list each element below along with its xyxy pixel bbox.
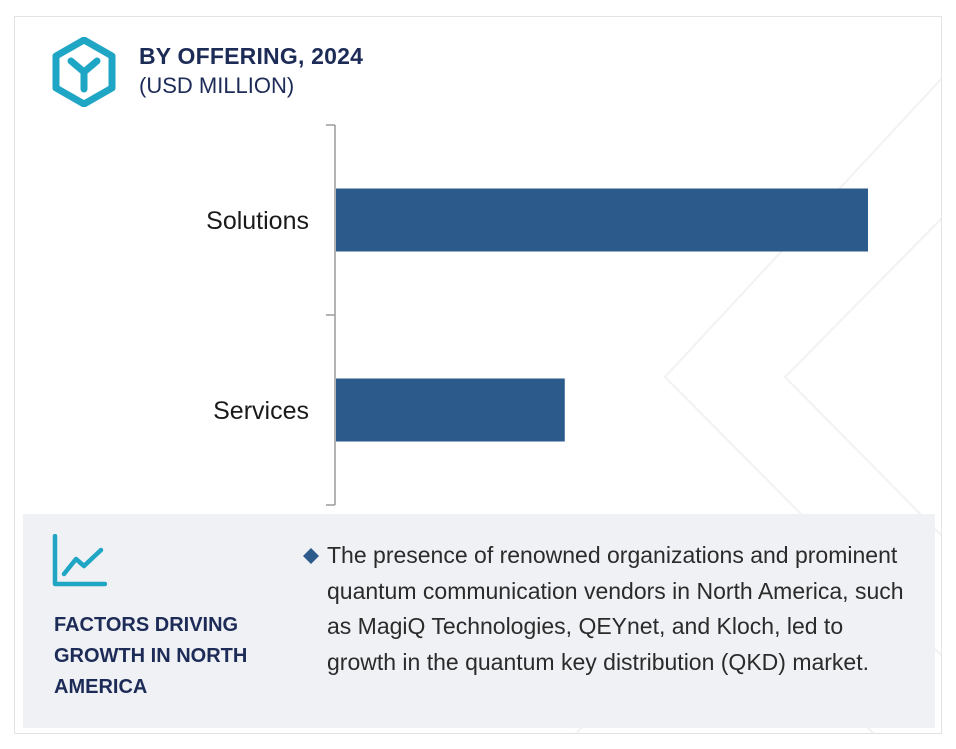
- chart-category-labels: Solutions Services: [206, 207, 309, 425]
- chart-axis: [326, 124, 336, 506]
- chart-title: BY OFFERING, 2024: [139, 43, 364, 69]
- hexagon-y-logo-icon: [52, 37, 116, 107]
- chart-bars: [336, 188, 868, 442]
- diamond-bullet-icon: [303, 548, 319, 564]
- offering-card: BY OFFERING, 2024 (USD MILLION) Solution…: [14, 16, 942, 734]
- category-label-services: Services: [213, 397, 309, 425]
- line-chart-icon: [52, 534, 107, 587]
- factors-panel: FACTORS DRIVING GROWTH IN NORTH AMERICA …: [23, 514, 935, 728]
- category-label-solutions: Solutions: [206, 207, 309, 235]
- factors-description: The presence of renowned organizations a…: [327, 542, 904, 675]
- bar-services: [336, 378, 565, 442]
- bar-chart: Solutions Services: [206, 124, 868, 506]
- bar-solutions: [336, 188, 868, 252]
- chart-subtitle: (USD MILLION): [139, 73, 295, 98]
- factors-heading: FACTORS DRIVING GROWTH IN NORTH AMERICA: [54, 614, 248, 698]
